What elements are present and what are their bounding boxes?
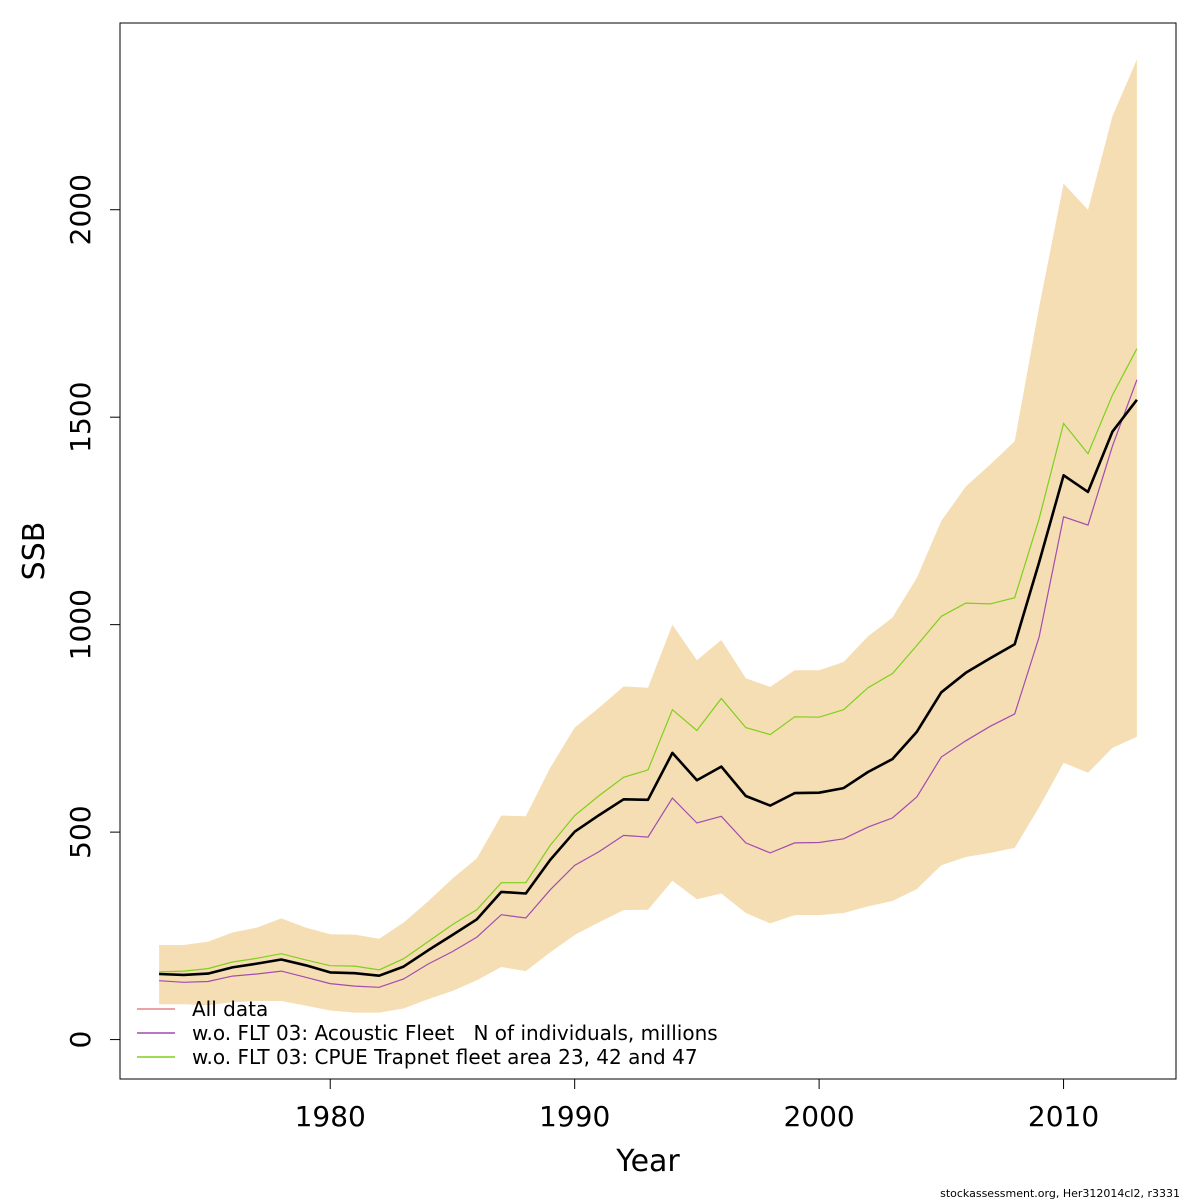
y-tick-label: 2000 xyxy=(64,174,97,245)
x-tick-label: 1980 xyxy=(295,1100,366,1133)
y-tick-label: 0 xyxy=(64,1031,97,1049)
confidence-band xyxy=(159,59,1137,1013)
credit-text: stockassessment.org, Her312014cl2, r3331 xyxy=(940,1187,1180,1200)
series-line-3 xyxy=(159,348,1138,973)
series-line-2 xyxy=(159,379,1138,988)
y-axis-title: SSB xyxy=(17,522,52,581)
y-axis: 0 500 1000 1500 2000 xyxy=(64,174,120,1049)
y-tick-label: 1000 xyxy=(64,589,97,660)
series-layer xyxy=(159,348,1138,988)
legend-label-3: w.o. FLT 03: CPUE Trapnet fleet area 23,… xyxy=(192,1045,698,1069)
y-tick-label: 500 xyxy=(64,805,97,858)
x-axis-title: Year xyxy=(615,1144,680,1179)
main-estimate-line xyxy=(159,399,1138,978)
confidence-band-layer xyxy=(159,59,1137,1013)
x-axis: 1980 1990 2000 2010 xyxy=(295,1079,1099,1133)
legend-label-1: All data xyxy=(192,997,268,1021)
y-tick-label: 1500 xyxy=(64,382,97,453)
plot-frame xyxy=(119,22,1177,1080)
x-tick-label: 1990 xyxy=(539,1100,610,1133)
x-tick-label: 2010 xyxy=(1028,1100,1099,1133)
x-tick-label: 2000 xyxy=(783,1100,854,1133)
legend-label-2: w.o. FLT 03: Acoustic Fleet N of individ… xyxy=(192,1021,718,1045)
